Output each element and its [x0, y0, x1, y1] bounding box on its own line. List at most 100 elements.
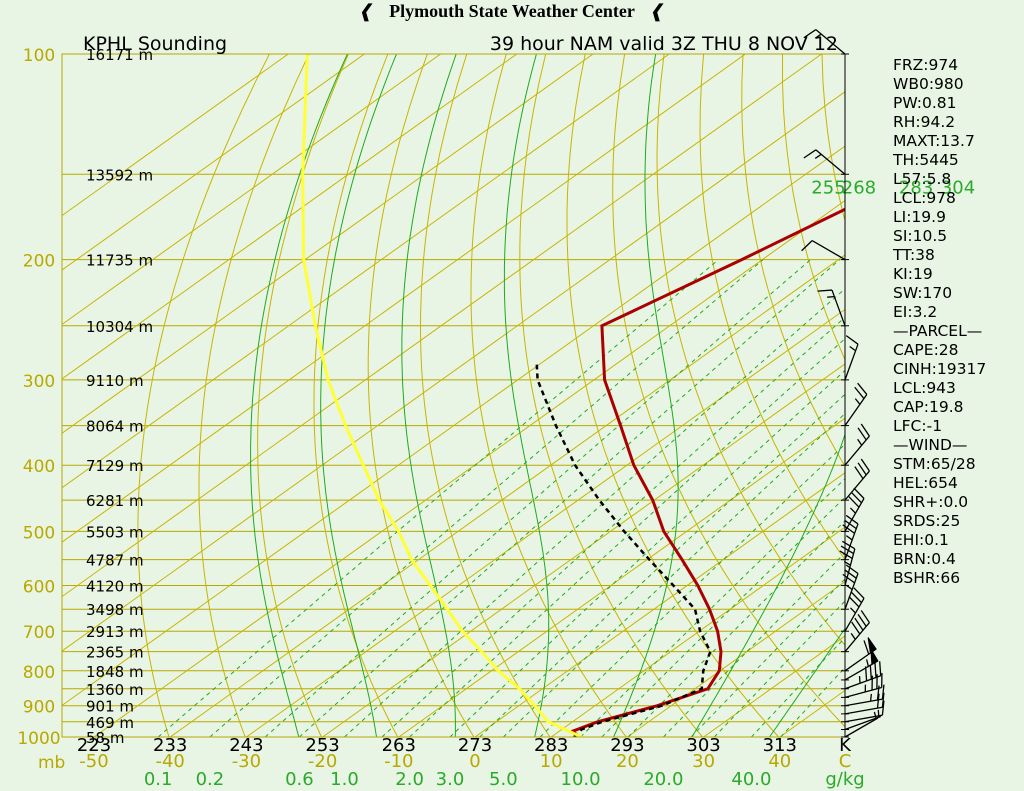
pressure-label: 800: [23, 663, 55, 683]
wind-barb-staff: [844, 675, 881, 690]
height-label: 6281 m: [86, 492, 144, 510]
wind-barb-full: [879, 661, 882, 676]
height-label: 11735 m: [86, 252, 153, 270]
wind-barb-full: [876, 693, 880, 709]
wind-barb-half: [849, 507, 856, 514]
wind-barb-full: [842, 573, 855, 584]
wind-barb-full: [848, 596, 860, 608]
isotherm-line: [62, 54, 365, 271]
x-unit-right: C: [839, 751, 852, 772]
wind-barb-full: [853, 487, 865, 499]
wind-barb: [844, 423, 870, 466]
index-item: SRDS:25: [893, 512, 960, 530]
wind-barb-full: [857, 462, 867, 476]
kelvin-tick-label: 223: [77, 735, 111, 756]
height-label: 16171 m: [86, 46, 153, 64]
index-item: L57:5.8: [893, 170, 951, 188]
wind-barb-staff: [844, 394, 868, 426]
wind-barb-half: [854, 398, 861, 405]
wind-barb-staff: [844, 715, 881, 731]
dry-adiabat-line: [313, 54, 399, 737]
x-unit-left: mb: [38, 753, 65, 773]
index-item: RH:94.2: [893, 113, 955, 131]
mixing-ratio-tick-label: 3.0: [436, 769, 465, 790]
mixing-ratio-tick-label: 0.6: [285, 769, 314, 790]
index-item: LCL:978: [893, 189, 956, 207]
moist-adiabat-line: [320, 54, 397, 737]
wind-barb-flag: [867, 637, 877, 654]
axes: [61, 53, 846, 738]
isotherm-line: [474, 472, 845, 737]
wind-barb-full: [850, 491, 862, 504]
index-item: CINH:19317: [893, 360, 986, 378]
height-label: 4787 m: [86, 552, 144, 570]
height-label: 5503 m: [86, 523, 144, 541]
dry-adiabat-line: [137, 54, 270, 737]
wind-barb: [844, 458, 870, 501]
height-label: 2365 m: [86, 644, 144, 662]
banner: ❰ Plymouth State Weather Center ❰: [0, 0, 1024, 22]
wind-barb-full: [854, 617, 864, 631]
wind-barb-full: [860, 423, 870, 437]
temperature-tick-label: -50: [79, 751, 108, 772]
pressure-label: 100: [23, 46, 55, 66]
mixing-ratio-tick-label: 0.1: [144, 769, 173, 790]
index-item: MAXT:13.7: [893, 132, 975, 150]
dewpoint-line: [535, 364, 712, 737]
wind-barb-full: [864, 666, 868, 681]
wind-barb-staff: [831, 289, 846, 327]
index-item: PW:0.81: [893, 94, 957, 112]
wind-barb: [844, 692, 885, 715]
wind-barb-flag: [870, 648, 879, 666]
wind-barb-full: [857, 382, 868, 395]
wind-barb-half: [850, 633, 856, 640]
temperature-tick-label: 30: [692, 751, 715, 772]
temperature-tick-label: 0: [469, 751, 480, 772]
wind-barb-full: [860, 610, 870, 623]
wind-barb: [844, 661, 882, 690]
wind-barb-full: [844, 569, 857, 579]
mixing-ratio-tick-label: 20.0: [643, 769, 683, 790]
wind-barb: [844, 711, 879, 738]
wind-barb-full: [881, 692, 885, 708]
mixing-ratio-tick-label: 0.2: [196, 769, 225, 790]
pressure-label: 700: [23, 623, 55, 643]
index-item: EHI:0.1: [893, 531, 949, 549]
index-item: STM:65/28: [893, 455, 976, 473]
mixing-ratio-tick-label: 2.0: [395, 769, 424, 790]
wind-barb-half: [814, 153, 822, 159]
mixing-ratio-line: [344, 288, 845, 737]
wind-barb-full: [854, 386, 865, 399]
height-label: 13592 m: [86, 166, 153, 184]
kelvin-unit-label: K: [839, 735, 852, 756]
temperature-tick-label: 10: [540, 751, 563, 772]
wind-barb-full: [803, 149, 817, 159]
wind-barb-staff: [844, 498, 865, 532]
wind-barb-full: [845, 564, 859, 575]
wind-barb-full: [881, 700, 885, 716]
mixing-ratio-tick-label: 1.0: [330, 769, 359, 790]
index-item: LCL:943: [893, 379, 956, 397]
mixing-ratio-line: [299, 259, 841, 737]
index-item: BRN:0.4: [893, 550, 956, 568]
kelvin-tick-label: 243: [229, 735, 263, 756]
temperature-tick-label: -20: [308, 751, 337, 772]
wind-barb-full: [845, 335, 859, 345]
index-item: HEL:654: [893, 474, 958, 492]
index-item: BSHR:66: [893, 569, 960, 587]
wind-barb-half: [827, 296, 835, 298]
mixing-ratio-line: [449, 369, 845, 737]
wind-barb: [803, 29, 846, 55]
temperature-tick-label: -30: [232, 751, 261, 772]
temperature-tick-label: 40: [768, 751, 791, 772]
dry-adiabat-line: [470, 54, 627, 737]
index-item: KI:19: [893, 265, 933, 283]
dry-adiabat-line: [699, 54, 845, 561]
pressure-label: 300: [23, 372, 55, 392]
wetbulb-line: [301, 54, 583, 737]
index-item: EI:3.2: [893, 303, 937, 321]
isotherm-line: [246, 308, 845, 737]
isotherm-line: [62, 54, 746, 543]
wind-barb-full: [853, 587, 865, 599]
